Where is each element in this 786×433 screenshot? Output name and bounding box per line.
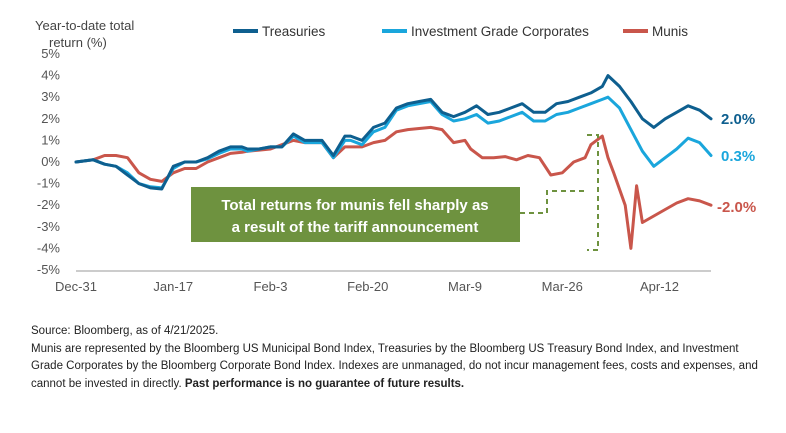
x-tick-label: Jan-17 xyxy=(153,279,193,294)
annotation-line2: a result of the tariff announcement xyxy=(232,219,479,236)
x-tick-label: Feb-20 xyxy=(347,279,388,294)
series-line-munis xyxy=(74,125,713,250)
line-chart: Year-to-date total return (%) Treasuries… xyxy=(35,18,756,294)
end-label-treasuries: 2.0% xyxy=(721,111,755,128)
series-line-treasuries xyxy=(74,74,713,191)
y-tick-label: -2% xyxy=(37,197,61,212)
footnote-disclaimer: Past performance is no guarantee of futu… xyxy=(184,377,465,390)
end-label-investment-grade-corporates: 0.3% xyxy=(721,148,755,165)
y-tick-label: 5% xyxy=(41,46,60,61)
legend-label-investment-grade-corporates: Investment Grade Corporates xyxy=(411,24,589,39)
footnote-source: Source: Bloomberg, as of 4/21/2025. xyxy=(31,325,219,337)
footnote: Source: Bloomberg, as of 4/21/2025. Muni… xyxy=(31,323,766,393)
footnote-body: Munis are represented by the Bloomberg U… xyxy=(31,341,766,394)
y-tick-label: -3% xyxy=(37,219,61,234)
annotation: Total returns for munis fell sharply as … xyxy=(191,134,599,251)
x-tick-label: Mar-26 xyxy=(542,279,583,294)
y-tick-label: 3% xyxy=(41,89,60,104)
y-tick-label: 4% xyxy=(41,68,60,83)
y-tick-label: 1% xyxy=(41,132,60,147)
y-tick-label: -5% xyxy=(37,262,61,277)
annotation-line1: Total returns for munis fell sharply as xyxy=(221,197,488,214)
y-tick-label: -4% xyxy=(37,240,61,255)
legend-label-munis: Munis xyxy=(652,24,688,39)
footnote-body-text: Munis are represented by the Bloomberg U… xyxy=(31,342,758,390)
x-tick-label: Dec-31 xyxy=(55,279,97,294)
annotation-box xyxy=(191,187,520,242)
y-axis-label-line2: return (%) xyxy=(49,35,107,50)
x-tick-label: Feb-3 xyxy=(254,279,288,294)
annotation-connector xyxy=(520,190,587,214)
end-label-munis: -2.0% xyxy=(717,199,756,216)
x-tick-label: Mar-9 xyxy=(448,279,482,294)
y-tick-label: 0% xyxy=(41,154,60,169)
y-tick-label: 2% xyxy=(41,111,60,126)
legend: Treasuries Investment Grade Corporates M… xyxy=(233,24,688,39)
x-tick-label: Apr-12 xyxy=(640,279,679,294)
y-axis-label-line1: Year-to-date total xyxy=(35,18,134,33)
legend-label-treasuries: Treasuries xyxy=(262,24,326,39)
y-tick-label: -1% xyxy=(37,176,61,191)
